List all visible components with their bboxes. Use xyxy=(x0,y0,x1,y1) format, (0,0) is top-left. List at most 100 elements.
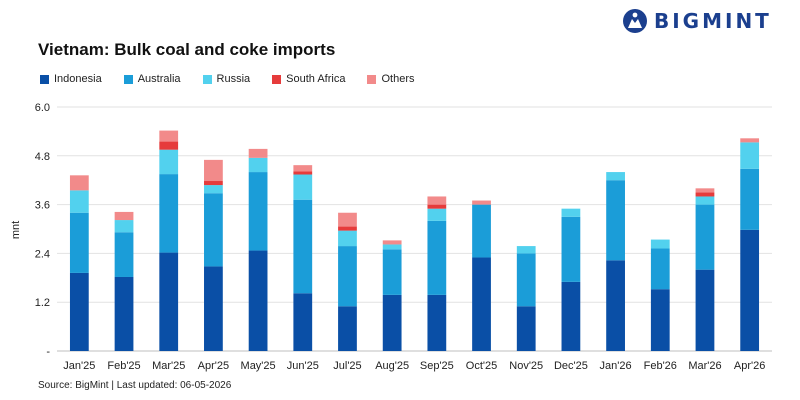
bar-segment xyxy=(159,130,179,142)
bar-segment xyxy=(516,246,536,254)
x-tick-label: Jul'25 xyxy=(333,360,361,372)
x-tick-label: Feb'25 xyxy=(107,360,140,372)
bar-segment xyxy=(293,171,313,175)
x-tick-label: Apr'26 xyxy=(734,360,765,372)
bar-segment xyxy=(204,266,223,351)
legend-swatch xyxy=(272,74,282,84)
legend-label: South Africa xyxy=(286,73,346,85)
x-tick-label: Nov'25 xyxy=(509,360,543,372)
x-tick-label: Jan'26 xyxy=(600,360,632,372)
legend-label: Indonesia xyxy=(54,73,102,85)
bar-segment xyxy=(382,294,402,351)
legend-item: South Africa xyxy=(272,73,345,85)
bar-segment xyxy=(561,281,581,351)
bar-segment xyxy=(204,159,223,182)
bar-segment xyxy=(695,192,715,197)
bar-segment xyxy=(248,250,268,351)
bar-segment xyxy=(248,172,268,251)
y-tick-label: 6.0 xyxy=(35,102,50,114)
bar-segment xyxy=(516,306,536,351)
bar-segment xyxy=(650,289,670,351)
bar-segment xyxy=(338,230,357,247)
bar-segment xyxy=(427,294,447,351)
legend-swatch xyxy=(367,74,377,84)
bar-segment xyxy=(606,260,625,351)
bar-segment xyxy=(695,196,715,205)
legend-item: Indonesia xyxy=(40,73,102,85)
y-tick-label: 3.6 xyxy=(35,200,50,212)
bar-segment xyxy=(204,181,223,186)
y-axis-label: mnt xyxy=(10,221,22,239)
bar-segment xyxy=(248,148,268,158)
x-tick-label: Jan'25 xyxy=(63,360,95,372)
legend-swatch xyxy=(40,74,49,84)
legend-item: Russia xyxy=(202,73,251,85)
bar-segment xyxy=(561,216,581,282)
bar-segment xyxy=(516,253,536,307)
bar-segment xyxy=(472,200,491,205)
bar-segment xyxy=(740,229,760,351)
chart-legend: Indonesia Australia Russia South Africa Othe… xyxy=(40,73,436,85)
bar-segment xyxy=(382,244,402,250)
legend-label: Russia xyxy=(216,73,251,85)
bar-segment xyxy=(293,174,313,200)
y-tick-label: 2.4 xyxy=(35,248,50,260)
legend-swatch xyxy=(123,74,133,84)
bar-segment xyxy=(159,149,179,175)
x-tick-label: Mar'25 xyxy=(152,360,185,372)
bar-segment xyxy=(204,185,223,194)
bar-segment xyxy=(606,172,625,181)
bar-segment xyxy=(695,269,715,351)
bar-segment xyxy=(427,208,447,221)
bar-segment xyxy=(606,180,625,261)
chart-title: Vietnam: Bulk coal and coke imports xyxy=(38,40,336,59)
bar-segment xyxy=(69,272,89,351)
legend-label: Australia xyxy=(137,73,181,85)
bar-segment xyxy=(114,276,134,351)
bar-segment xyxy=(650,248,670,290)
y-tick-label: - xyxy=(46,346,50,358)
bar-segment xyxy=(740,142,760,169)
source-note: Source: BigMint | Last updated: 06-05-20… xyxy=(38,380,232,391)
bar-segment xyxy=(159,252,179,351)
legend-item: Others xyxy=(367,73,414,85)
bar-segment xyxy=(472,204,491,258)
bar-segment xyxy=(382,240,402,245)
legend-swatch xyxy=(202,74,212,84)
x-tick-label: Aug'25 xyxy=(375,360,409,372)
x-tick-label: Sep'25 xyxy=(420,360,454,372)
bar-segment xyxy=(695,188,715,193)
legend-label: Others xyxy=(381,73,415,85)
legend-item: Australia xyxy=(123,73,181,85)
bar-segment xyxy=(382,249,402,295)
bar-segment xyxy=(427,196,447,205)
bar-segment xyxy=(248,157,268,173)
bar-segment xyxy=(293,293,313,351)
y-tick-label: 1.2 xyxy=(35,297,50,309)
bigmint-logo: BIGMINT xyxy=(622,6,792,36)
x-tick-label: Dec'25 xyxy=(554,360,588,372)
x-tick-label: Mar'26 xyxy=(688,360,721,372)
bar-segment xyxy=(740,138,760,143)
bar-segment xyxy=(427,204,447,209)
brand-name: BIGMINT xyxy=(654,9,772,33)
bar-segment xyxy=(338,306,357,351)
bar-segment xyxy=(650,239,670,249)
bar-segment xyxy=(561,208,581,217)
bar-segment xyxy=(427,220,447,295)
bigmint-logo-icon xyxy=(623,9,647,33)
bar-segment xyxy=(204,193,223,267)
bar-segment xyxy=(338,226,357,231)
bar-segment xyxy=(69,212,89,273)
bar-segment xyxy=(159,141,179,150)
bar-segment xyxy=(293,165,313,172)
x-tick-label: Jun'25 xyxy=(287,360,319,372)
x-tick-label: May'25 xyxy=(241,360,276,372)
y-tick-label: 4.8 xyxy=(35,151,50,163)
bar-segment xyxy=(69,175,89,191)
bar-segment xyxy=(114,211,134,221)
bar-segment xyxy=(472,257,491,351)
bar-segment xyxy=(740,168,760,230)
bar-segment xyxy=(695,204,715,270)
